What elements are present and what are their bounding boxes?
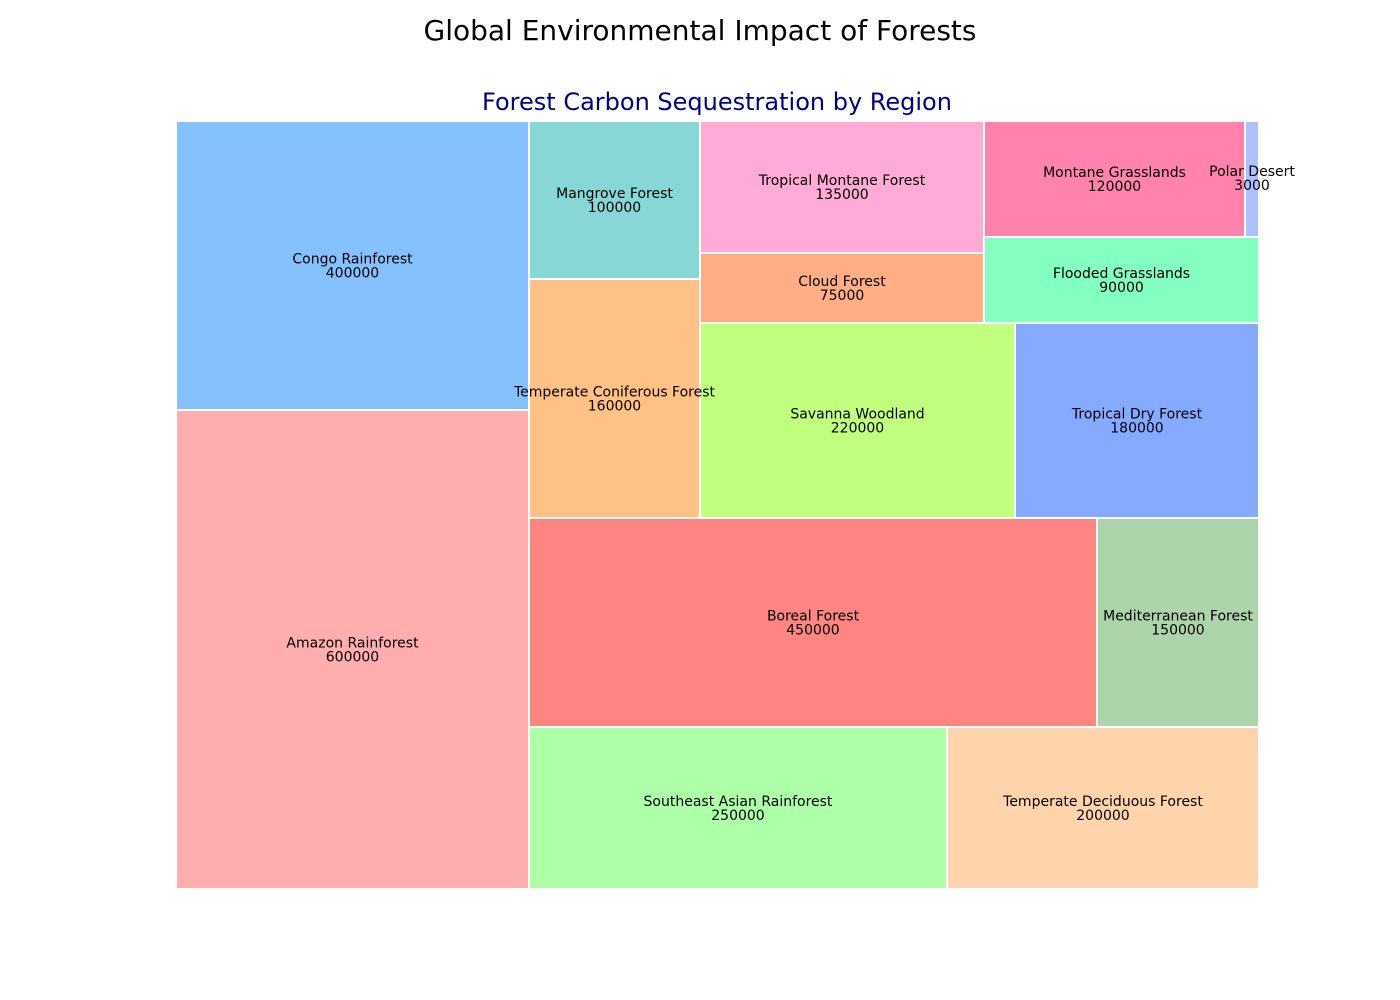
figure-title: Global Environmental Impact of Forests <box>423 14 977 47</box>
treemap-label-amazon-rainforest: Amazon Rainforest 600000 <box>286 636 419 666</box>
treemap-label-temperate-deciduous-forest: Temperate Deciduous Forest 200000 <box>1002 794 1203 824</box>
treemap-label-savanna-woodland: Savanna Woodland 220000 <box>790 407 924 437</box>
treemap-cell-southeast-asian-rainforest <box>528 726 948 890</box>
treemap-cell-mangrove-forest <box>528 120 701 280</box>
treemap-cell-temperate-coniferous-forest <box>528 278 701 519</box>
treemap-label-cloud-forest: Cloud Forest 75000 <box>798 274 886 304</box>
treemap-cell-savanna-woodland <box>699 322 1016 519</box>
chart-title: Forest Carbon Sequestration by Region <box>482 88 952 116</box>
treemap-label-tropical-montane-forest: Tropical Montane Forest 135000 <box>758 173 926 203</box>
treemap-label-montane-grasslands: Montane Grasslands 120000 <box>1043 165 1186 195</box>
treemap-label-flooded-grasslands: Flooded Grasslands 90000 <box>1053 266 1190 296</box>
treemap-label-boreal-forest: Boreal Forest 450000 <box>767 609 860 639</box>
treemap-label-polar-desert: Polar Desert 3000 <box>1209 164 1295 194</box>
treemap-label-temperate-coniferous-forest: Temperate Coniferous Forest 160000 <box>513 385 716 415</box>
treemap-cell-boreal-forest <box>528 517 1098 728</box>
treemap-cell-temperate-deciduous-forest <box>946 726 1260 890</box>
treemap-cell-cloud-forest <box>699 252 985 324</box>
treemap-label-congo-rainforest: Congo Rainforest 400000 <box>292 252 413 282</box>
treemap-label-mediterranean-forest: Mediterranean Forest 150000 <box>1103 609 1253 639</box>
treemap-cell-flooded-grasslands <box>983 236 1260 324</box>
treemap-cell-montane-grasslands <box>983 120 1246 238</box>
treemap-label-tropical-dry-forest: Tropical Dry Forest 180000 <box>1071 407 1203 437</box>
treemap-label-southeast-asian-rainforest: Southeast Asian Rainforest 250000 <box>644 794 833 824</box>
treemap-cell-tropical-dry-forest <box>1014 322 1260 519</box>
treemap-cell-amazon-rainforest <box>175 409 530 890</box>
treemap-label-mangrove-forest: Mangrove Forest 100000 <box>556 186 673 216</box>
